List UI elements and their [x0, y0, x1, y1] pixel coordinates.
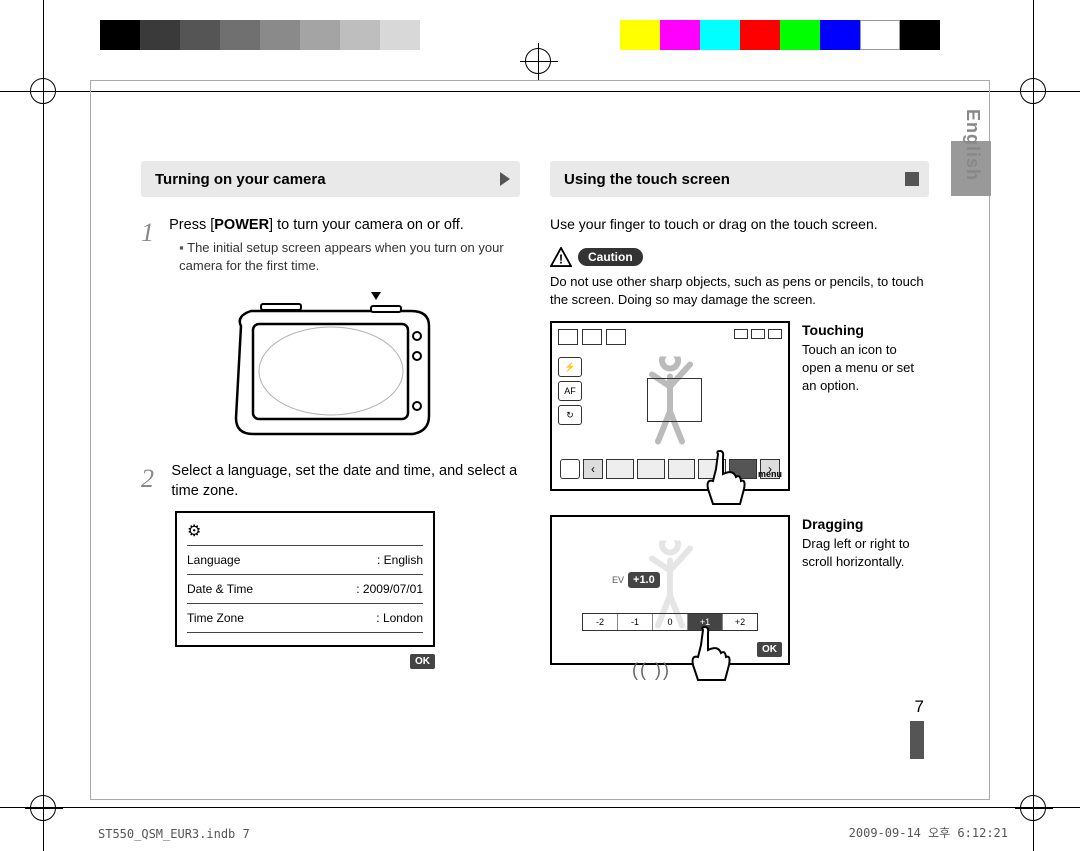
left-arrow-icon: ‹ [583, 459, 603, 479]
ev-value: +1.0 [628, 572, 660, 588]
ok-badge: OK [410, 654, 435, 669]
dragging-desc: Dragging Drag left or right to scroll ho… [802, 515, 929, 571]
hand-icon [698, 449, 748, 509]
footer-filename: ST550_QSM_EUR3.indb 7 [98, 827, 250, 841]
touching-desc: Touching Touch an icon to open a menu or… [802, 321, 929, 395]
step-1: 1 Press [POWER] to turn your camera on o… [141, 215, 520, 276]
section-header-turning-on: Turning on your camera [141, 161, 520, 197]
menu-label: menu [758, 469, 782, 479]
caution-label: Caution [578, 248, 643, 266]
focus-rect [647, 378, 702, 422]
settings-screen-mock: ⚙ Language: English Date & Time: 2009/07… [175, 511, 435, 647]
drag-waves-icon: (( )) [632, 660, 671, 681]
left-icons: ⚡AF↻ [558, 357, 582, 425]
ev-label: EV [612, 575, 624, 585]
right-column: Using the touch screen Use your finger t… [550, 161, 929, 665]
hand-icon [683, 625, 733, 685]
language-tab-label: English [962, 109, 983, 181]
page-number: 7 [915, 697, 924, 717]
section-title: Turning on your camera [155, 171, 326, 188]
caution-icon: ! [550, 247, 572, 267]
touching-row: ⚡AF↻ ‹ › menu [550, 321, 929, 491]
color-bar-left [100, 20, 420, 50]
crop-line [1033, 0, 1034, 851]
manual-page: English Turning on your camera 1 Press [… [90, 80, 990, 800]
camera-illustration [211, 288, 451, 443]
step-text: Press [ [169, 217, 214, 233]
step-text: Select a language, set the date and time… [171, 461, 520, 502]
caution-row: ! Caution [550, 247, 929, 267]
caution-text: Do not use other sharp objects, such as … [550, 273, 929, 309]
section-end-icon [905, 172, 919, 186]
step-number: 2 [141, 461, 159, 502]
settings-row: Date & Time: 2009/07/01 [187, 579, 423, 599]
step-number: 1 [141, 215, 157, 276]
touching-heading: Touching [802, 322, 864, 338]
continue-arrow-icon [500, 172, 510, 186]
power-key: POWER [214, 217, 269, 233]
touch-screen-mock: ⚡AF↻ ‹ › menu [550, 321, 790, 491]
overlay-icon [560, 459, 580, 479]
color-bar-right [620, 20, 940, 50]
settings-row: Time Zone: London [187, 608, 423, 628]
step-bullet: The initial setup screen appears when yo… [169, 239, 520, 275]
step-2: 2 Select a language, set the date and ti… [141, 461, 520, 502]
ev-badge: EV +1.0 [612, 572, 660, 588]
svg-text:!: ! [559, 251, 563, 266]
gear-icon: ⚙ [187, 521, 423, 541]
footer-timestamp: 2009-09-14 오후 6:12:21 [849, 824, 1008, 841]
ok-badge: OK [757, 642, 782, 657]
crop-line [0, 807, 1080, 808]
dragging-row: EV +1.0 -2 -1 0 +1 +2 OK (( )) [550, 515, 929, 665]
top-right-icons [734, 329, 782, 339]
crop-line [43, 0, 44, 851]
section-title: Using the touch screen [564, 171, 730, 188]
dragging-heading: Dragging [802, 516, 863, 532]
top-icons [558, 329, 626, 345]
page-number-bar [910, 721, 924, 759]
intro-text: Use your finger to touch or drag on the … [550, 215, 929, 235]
step-text: ] to turn your camera on or off. [269, 217, 464, 233]
section-header-touch: Using the touch screen [550, 161, 929, 197]
dragging-text: Drag left or right to scroll horizontall… [802, 536, 910, 569]
settings-row: Language: English [187, 550, 423, 570]
registration-mark-top [525, 48, 551, 74]
touching-text: Touch an icon to open a menu or set an o… [802, 342, 914, 393]
drag-screen-mock: EV +1.0 -2 -1 0 +1 +2 OK (( )) [550, 515, 790, 665]
language-tab-bar [951, 141, 991, 821]
left-column: Turning on your camera 1 Press [POWER] t… [141, 161, 520, 665]
